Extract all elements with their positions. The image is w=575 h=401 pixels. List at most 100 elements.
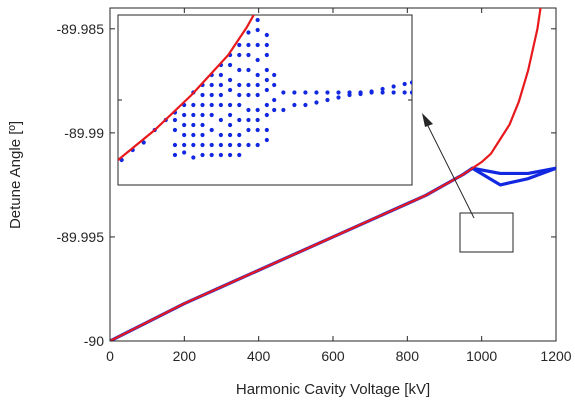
inset-data-point [272,82,277,88]
red-series-line [110,8,542,341]
inset-data-point [209,92,214,98]
x-axis-ticks: 0 200 400 600 800 1000 1200 [106,8,572,364]
x-tick-label: 1000 [466,348,497,364]
inset-data-point [292,102,297,108]
inset-data-point [264,67,269,73]
inset-data-point [218,142,223,148]
inset-data-point [218,82,223,88]
inset-data-point [246,42,251,48]
inset-data-point [264,77,269,83]
inset-data-point [237,52,242,58]
inset-plot-area [117,14,413,186]
inset-data-point [227,132,233,138]
inset-data-point [141,140,146,145]
inset-data-point [336,95,341,100]
inset-data-point [172,152,178,158]
inset-data-point [402,90,407,95]
inset-data-point [303,102,308,108]
x-tick-label: 1200 [540,348,571,364]
inset-data-point [255,92,260,98]
inset-data-point [182,112,187,118]
inset-data-point [255,57,260,63]
inset-data-point [325,90,330,95]
inset-data-point [281,107,286,113]
inset-data-point [227,102,233,108]
inset-data-point [209,142,214,148]
inset-data-point [209,112,214,118]
inset-data-point [264,102,269,108]
inset-data-point [272,97,277,103]
inset-data-point [200,142,205,148]
inset-data-point [191,102,196,108]
inset-data-point [264,127,269,133]
blue-series-line [470,166,556,176]
inset-red-curve [118,15,255,162]
inset-data-point [182,132,187,138]
inset-data-point [237,152,242,158]
inset-data-point [255,17,260,23]
inset-data-point [255,72,260,78]
inset-data-point [272,107,277,113]
inset-data-point [255,27,260,33]
inset-data-point [172,127,178,133]
inset-data-point [209,82,214,88]
inset-data-point [246,67,251,73]
y-tick-label: -90 [84,333,104,349]
inset-data-point [391,90,396,95]
inset-data-point [200,92,205,98]
y-axis-label: Detune Angle [º] [7,121,24,229]
inset-data-point [218,102,223,108]
inset-data-point [314,100,319,105]
inset-data-point [191,132,196,138]
inset-data-point [246,107,251,113]
x-axis-label: Harmonic Cavity Voltage [kV] [236,381,430,398]
inset-data-point [227,152,233,158]
inset-data-point [182,150,187,155]
inset-data-point [237,67,242,73]
inset-data-point [209,127,214,133]
inset-data-point [200,132,205,138]
inset-data-point [191,155,196,160]
inset-data-point [227,142,233,148]
y-tick-label: -89.985 [57,21,105,37]
inset-data-point [314,90,319,95]
inset-data-point [191,112,196,118]
inset-data-point [409,90,412,95]
inset-data-point [336,90,341,95]
inset-data-point [264,42,269,48]
inset-data-point [391,84,396,89]
inset-data-point [246,82,251,88]
inset-data-point [209,102,214,108]
inset-data-point [409,80,412,85]
inset-data-point [292,90,297,95]
x-tick-label: 600 [321,348,345,364]
inset-data-point [237,92,242,98]
x-tick-label: 200 [173,348,197,364]
inset-data-point [246,127,251,133]
inset-data-point [191,142,196,148]
inset-data-point [191,122,196,128]
inset-data-point [237,82,242,88]
inset-data-point [264,87,269,93]
inset-data-point [200,122,205,128]
inset-data-point [237,102,242,108]
inset-data-point [255,42,260,48]
inset-data-point [200,102,205,108]
zoom-region-box [459,212,514,253]
inset-data-point [264,137,269,143]
inset-data-point [237,42,242,48]
inset-content [118,15,412,163]
inset-data-point [246,30,251,35]
inset-data-point [380,90,385,95]
main-curves [110,8,556,341]
inset-data-point [303,90,308,95]
y-axis-ticks: -90 -89.995 -89.99 -89.985 [57,21,556,349]
inset-data-point [200,112,205,118]
x-tick-label: 0 [106,348,114,364]
inset-data-point [264,112,269,118]
inset-data-point [347,92,352,98]
inset-data-point [172,142,178,148]
inset-data-point [264,32,269,38]
inset-data-point [255,127,260,133]
inset-data-point [182,122,187,128]
